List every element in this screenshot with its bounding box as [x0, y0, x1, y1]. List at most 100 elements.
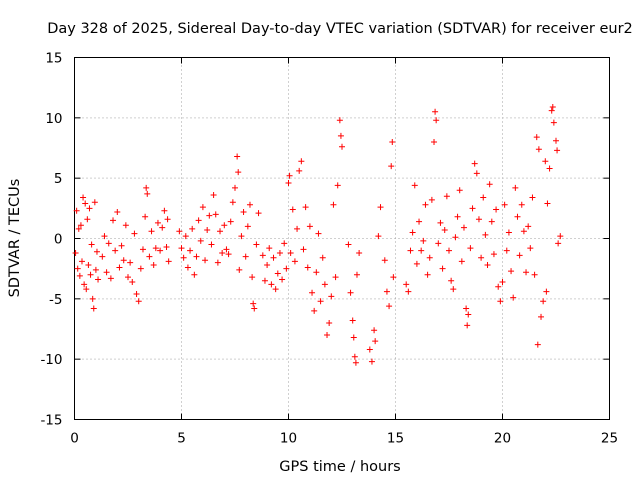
data-point: [499, 278, 506, 285]
data-point: [473, 170, 480, 177]
data-point: [95, 276, 102, 283]
data-point: [306, 223, 313, 230]
data-point: [527, 245, 534, 252]
data-point: [152, 245, 159, 252]
data-point: [223, 246, 230, 253]
data-point: [534, 341, 541, 348]
data-point: [144, 190, 151, 197]
data-point: [550, 119, 557, 126]
data-point: [80, 194, 87, 201]
data-point: [372, 338, 379, 345]
data-point: [244, 223, 251, 230]
data-point: [135, 298, 142, 305]
data-point: [450, 286, 457, 293]
data-point: [272, 286, 279, 293]
data-point: [443, 193, 450, 200]
data-point: [446, 247, 452, 254]
data-point: [235, 169, 242, 176]
data-point: [210, 192, 217, 199]
y-tick-label: 15: [45, 51, 62, 67]
data-point: [242, 253, 249, 260]
data-point: [285, 179, 292, 186]
data-point: [345, 241, 352, 248]
data-point: [164, 216, 171, 223]
data-point: [403, 281, 410, 288]
data-point: [490, 251, 497, 258]
data-point: [206, 212, 213, 219]
data-point: [368, 358, 375, 365]
data-point: [261, 277, 268, 284]
data-point: [543, 288, 550, 295]
data-point: [73, 207, 80, 214]
data-point: [456, 187, 463, 194]
data-point: [165, 258, 172, 265]
data-point: [538, 313, 545, 320]
data-point: [105, 240, 112, 247]
data-point: [523, 269, 530, 276]
data-point: [93, 248, 100, 255]
data-point: [114, 208, 121, 215]
data-point: [407, 247, 414, 254]
data-point: [163, 243, 170, 250]
data-point: [253, 241, 260, 248]
data-point: [433, 117, 440, 124]
data-point: [214, 259, 221, 266]
data-points: [72, 103, 564, 366]
data-point: [236, 266, 243, 273]
x-tick-labels: 0 5 10 15 20 25: [70, 431, 618, 447]
data-point: [520, 228, 527, 235]
data-point: [518, 201, 525, 208]
data-point: [467, 245, 474, 252]
data-point: [89, 295, 96, 302]
data-point: [78, 258, 85, 265]
data-point: [554, 147, 561, 154]
data-point: [255, 210, 262, 217]
data-point: [484, 262, 491, 269]
data-point: [493, 206, 500, 213]
data-point: [542, 158, 549, 165]
y-tick-label: -10: [40, 352, 62, 368]
data-point: [187, 247, 194, 254]
data-point: [339, 143, 345, 150]
data-point: [337, 132, 344, 139]
data-point: [120, 257, 127, 264]
x-axis-label: GPS time / hours: [279, 459, 400, 475]
y-axis-label: SDTVAR / TECUs: [7, 179, 23, 298]
data-point: [75, 225, 82, 232]
data-point: [549, 103, 556, 110]
data-point: [428, 196, 435, 203]
data-point: [281, 240, 288, 247]
data-point: [464, 322, 471, 329]
data-point: [463, 305, 470, 312]
data-point: [291, 258, 298, 265]
data-point: [180, 254, 187, 261]
data-point: [388, 163, 395, 170]
data-point: [512, 184, 519, 191]
data-point: [197, 237, 204, 244]
data-point: [366, 346, 373, 353]
data-point: [127, 259, 134, 266]
data-point: [533, 134, 540, 141]
data-point: [110, 217, 117, 224]
data-point: [418, 247, 425, 254]
data-point: [454, 213, 461, 220]
data-point: [324, 332, 331, 339]
data-point: [495, 283, 502, 290]
grid: [74, 57, 610, 420]
data-point: [349, 317, 356, 324]
data-point: [424, 271, 431, 278]
data-point: [131, 230, 138, 237]
axis-ticks: [74, 57, 610, 420]
data-point: [176, 228, 183, 235]
data-point: [448, 277, 455, 284]
data-point: [129, 278, 136, 285]
data-point: [72, 249, 79, 256]
data-point: [304, 264, 311, 271]
data-point: [350, 334, 357, 341]
data-point: [465, 311, 472, 318]
data-point: [294, 225, 301, 232]
data-point: [238, 233, 245, 240]
data-point: [544, 200, 551, 207]
data-point: [234, 153, 241, 160]
data-point: [142, 213, 149, 220]
